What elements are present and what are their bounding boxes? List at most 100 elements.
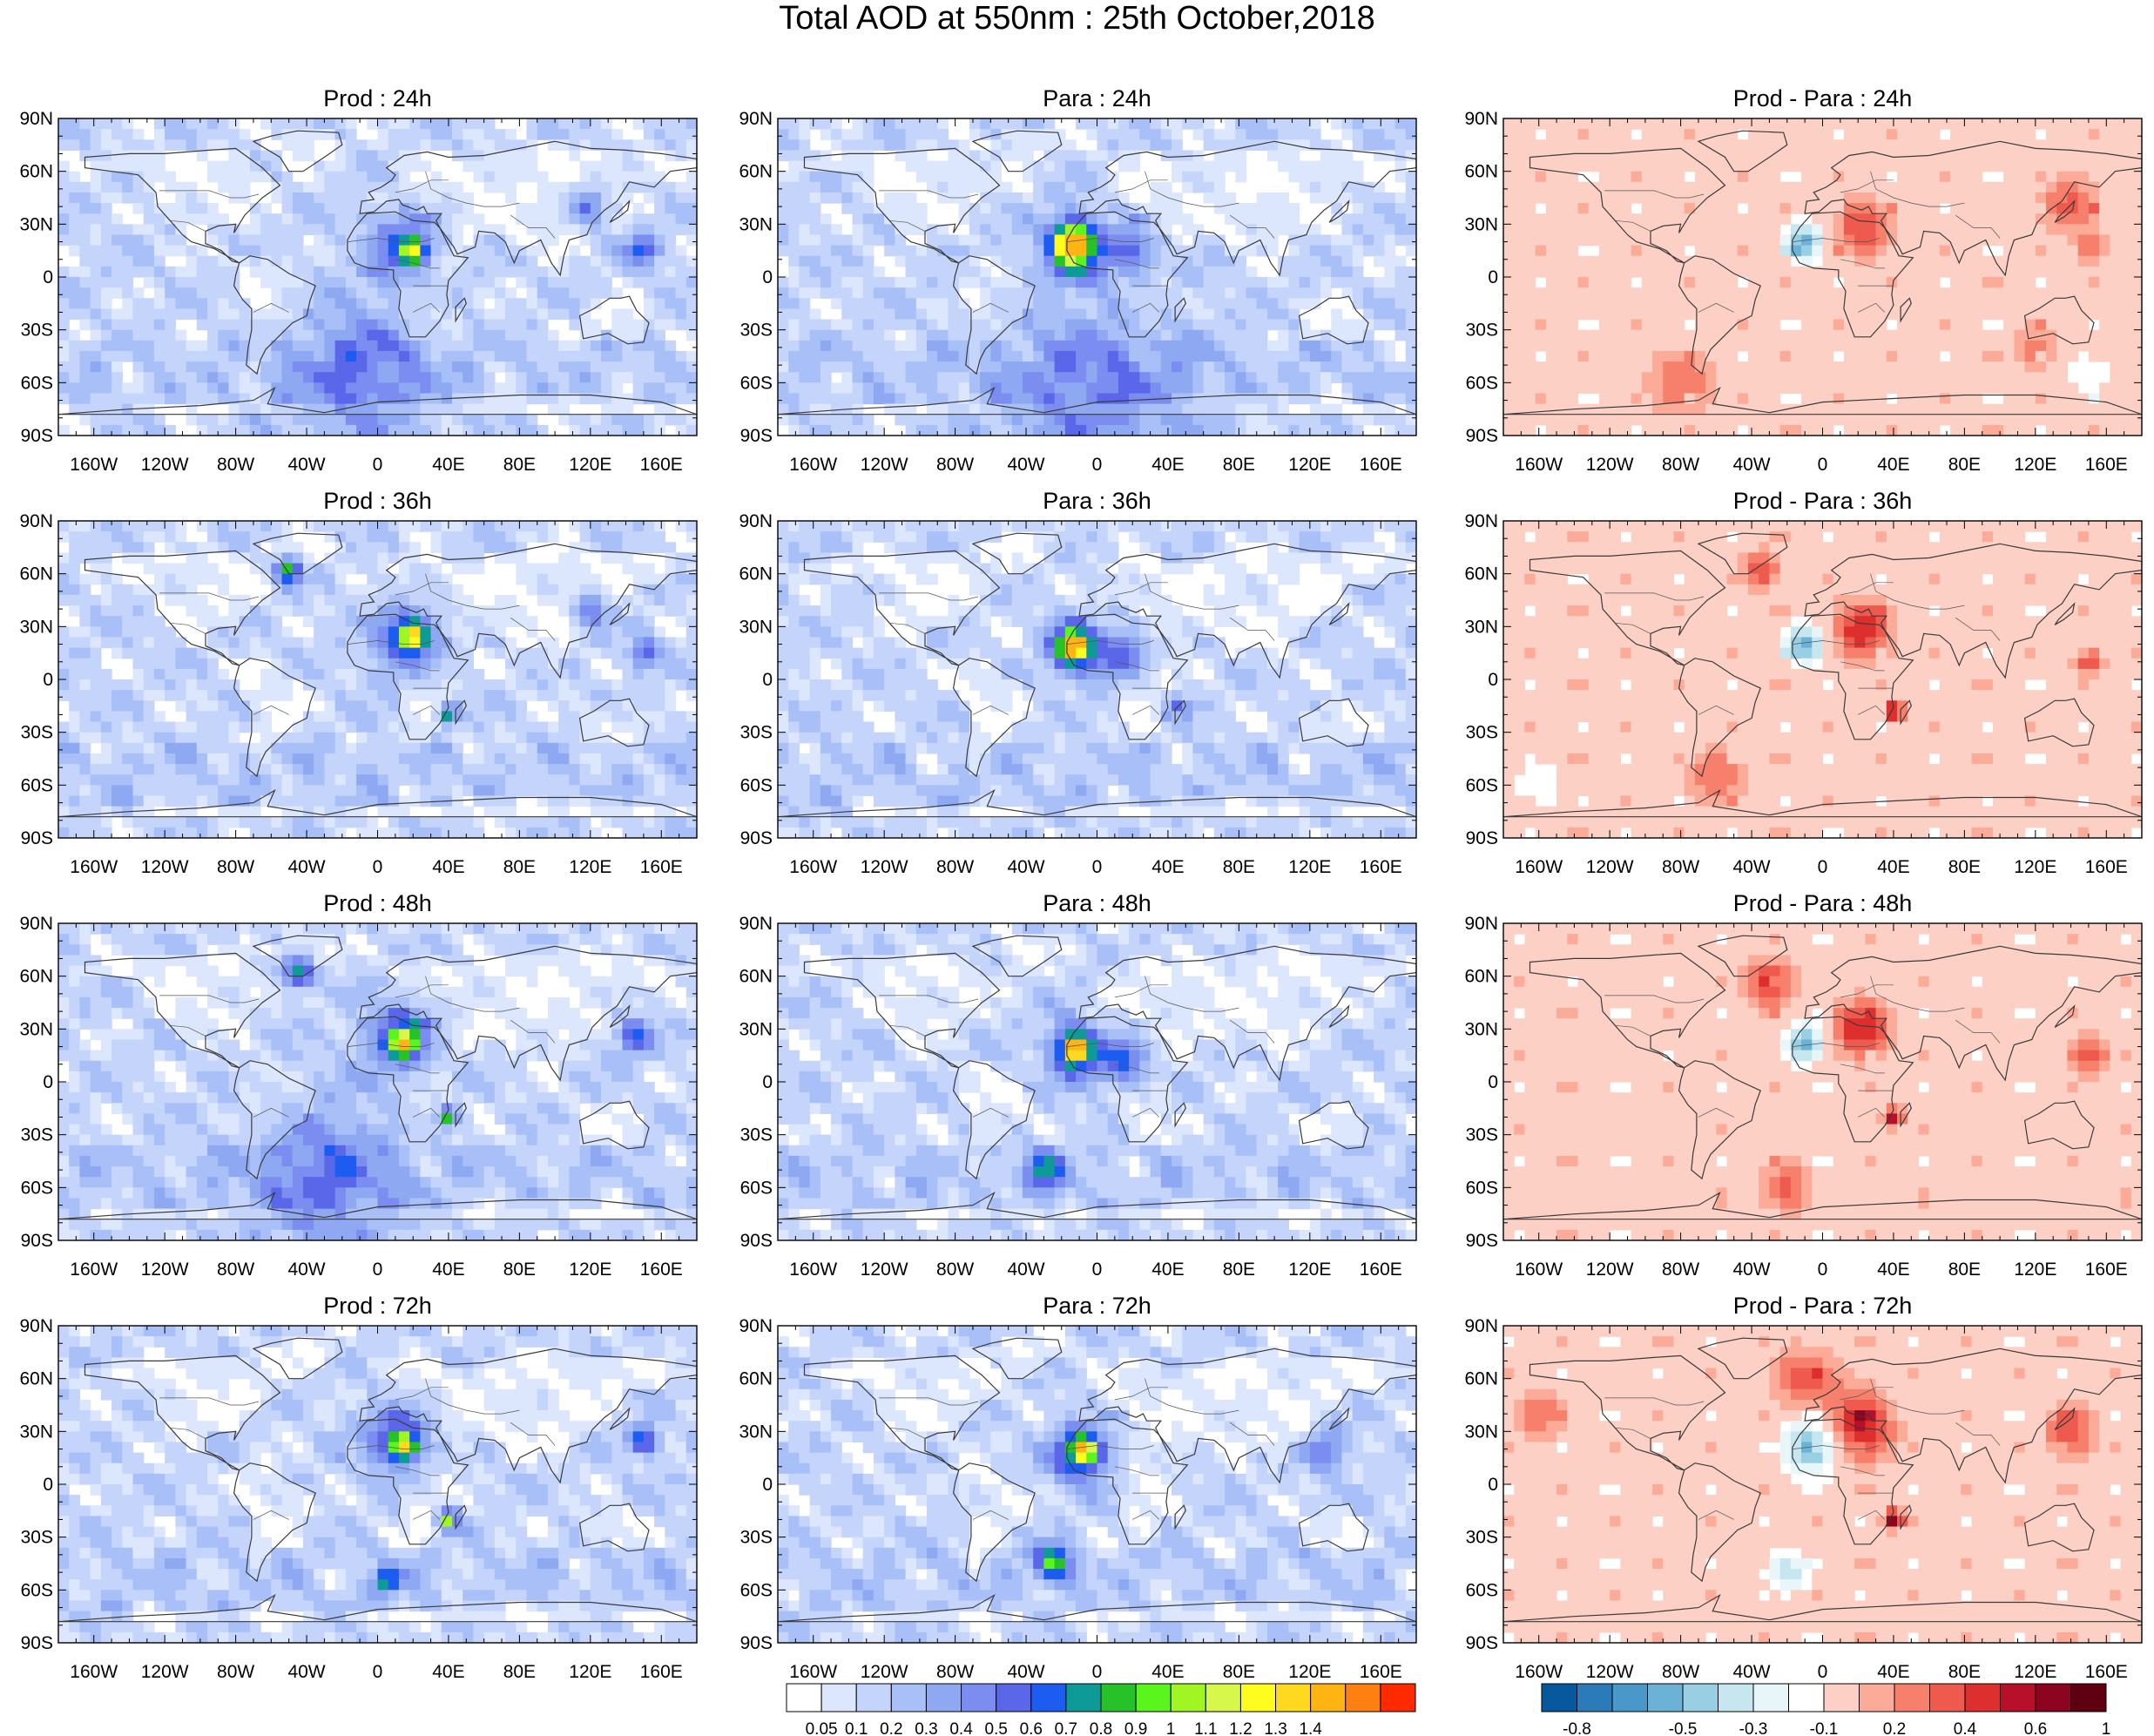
field-cell xyxy=(905,129,917,140)
field-cell xyxy=(58,192,70,204)
field-cell xyxy=(1779,350,1792,362)
field-cell xyxy=(1726,171,1739,183)
field-cell xyxy=(905,393,917,405)
field-cell xyxy=(1001,350,1013,362)
field-cell xyxy=(1769,340,1781,352)
field-cell xyxy=(1652,414,1664,426)
field-cell xyxy=(1631,382,1643,395)
field-cell xyxy=(831,424,842,436)
field-cell xyxy=(334,329,347,341)
field-cell xyxy=(1567,340,1579,352)
field-cell xyxy=(1982,277,1994,288)
field-cell xyxy=(463,150,475,162)
field-cell xyxy=(239,192,251,204)
field-cell xyxy=(218,224,230,236)
field-cell xyxy=(441,255,453,267)
field-cell xyxy=(1503,255,1515,267)
field-cell xyxy=(862,424,874,436)
field-cell xyxy=(100,350,112,362)
field-cell xyxy=(1939,213,1951,225)
field-cell xyxy=(1129,372,1140,383)
field-cell xyxy=(1875,329,1887,341)
field-cell xyxy=(558,414,570,426)
field-cell xyxy=(2014,277,2026,288)
field-cell xyxy=(1256,403,1268,415)
field-cell xyxy=(1545,414,1557,426)
field-cell xyxy=(388,393,400,405)
field-cell xyxy=(590,298,602,309)
field-cell xyxy=(948,382,960,395)
field-cell xyxy=(111,160,123,172)
field-cell xyxy=(1107,382,1119,395)
field-cell xyxy=(1182,298,1194,309)
field-cell xyxy=(1139,203,1151,214)
field-cell xyxy=(1822,393,1834,405)
field-cell xyxy=(1982,139,1994,151)
field-cell xyxy=(356,393,368,405)
field-cell xyxy=(1266,245,1279,257)
field-cell xyxy=(260,245,272,257)
field-cell xyxy=(2024,287,2036,299)
field-cell xyxy=(165,372,176,383)
field-cell xyxy=(1875,160,1887,172)
field-cell xyxy=(228,350,240,362)
field-cell xyxy=(1514,129,1526,140)
field-cell xyxy=(1011,308,1023,321)
field-cell xyxy=(799,403,811,415)
field-cell xyxy=(1577,139,1590,151)
lon-tick-label: 80E xyxy=(503,455,536,475)
field-cell xyxy=(207,329,219,341)
field-cell xyxy=(90,234,102,247)
country-border xyxy=(413,302,441,313)
field-cell xyxy=(1054,414,1066,426)
field-cell xyxy=(2014,414,2026,426)
field-cell xyxy=(622,403,634,415)
field-cell xyxy=(1033,129,1045,140)
field-cell xyxy=(377,129,389,140)
field-cell xyxy=(1897,224,1908,236)
field-cell xyxy=(143,329,155,341)
field-cell xyxy=(1897,255,1908,267)
field-cell xyxy=(927,266,938,278)
field-cell xyxy=(1374,403,1385,415)
field-cell xyxy=(1759,287,1771,299)
field-cell xyxy=(398,340,410,352)
field-cell xyxy=(1064,255,1077,267)
field-cell xyxy=(324,361,336,373)
field-cell xyxy=(356,203,368,214)
field-cell xyxy=(1235,298,1247,309)
field-cell xyxy=(1961,118,1973,130)
field-cell xyxy=(143,192,155,204)
field-cell xyxy=(1663,192,1675,204)
field-cell xyxy=(1235,287,1247,299)
field-cell xyxy=(1405,414,1416,426)
field-cell xyxy=(1897,382,1908,395)
field-cell xyxy=(1235,403,1247,415)
field-cell xyxy=(611,234,624,247)
field-cell xyxy=(1341,255,1354,267)
field-cell xyxy=(2003,160,2015,172)
field-cell xyxy=(643,424,655,436)
field-cell xyxy=(873,308,885,321)
field-cell xyxy=(927,329,938,341)
field-cell xyxy=(831,329,842,341)
field-cell xyxy=(1011,298,1023,309)
field-cell xyxy=(2014,192,2026,204)
field-cell xyxy=(1779,255,1792,267)
field-cell xyxy=(1897,287,1908,299)
field-cell xyxy=(483,171,496,183)
field-cell xyxy=(1150,308,1162,321)
field-cell xyxy=(1982,181,1994,193)
field-cell xyxy=(292,224,304,236)
field-cell xyxy=(1843,287,1855,299)
field-cell xyxy=(516,150,528,162)
field-cell xyxy=(1278,308,1289,321)
field-cell xyxy=(1779,372,1792,383)
field-cell xyxy=(884,287,895,299)
field-cell xyxy=(463,213,475,225)
field-cell xyxy=(537,245,549,257)
field-cell xyxy=(441,181,453,193)
field-cell xyxy=(1812,382,1824,395)
field-cell xyxy=(927,129,938,140)
field-cell xyxy=(862,350,874,362)
